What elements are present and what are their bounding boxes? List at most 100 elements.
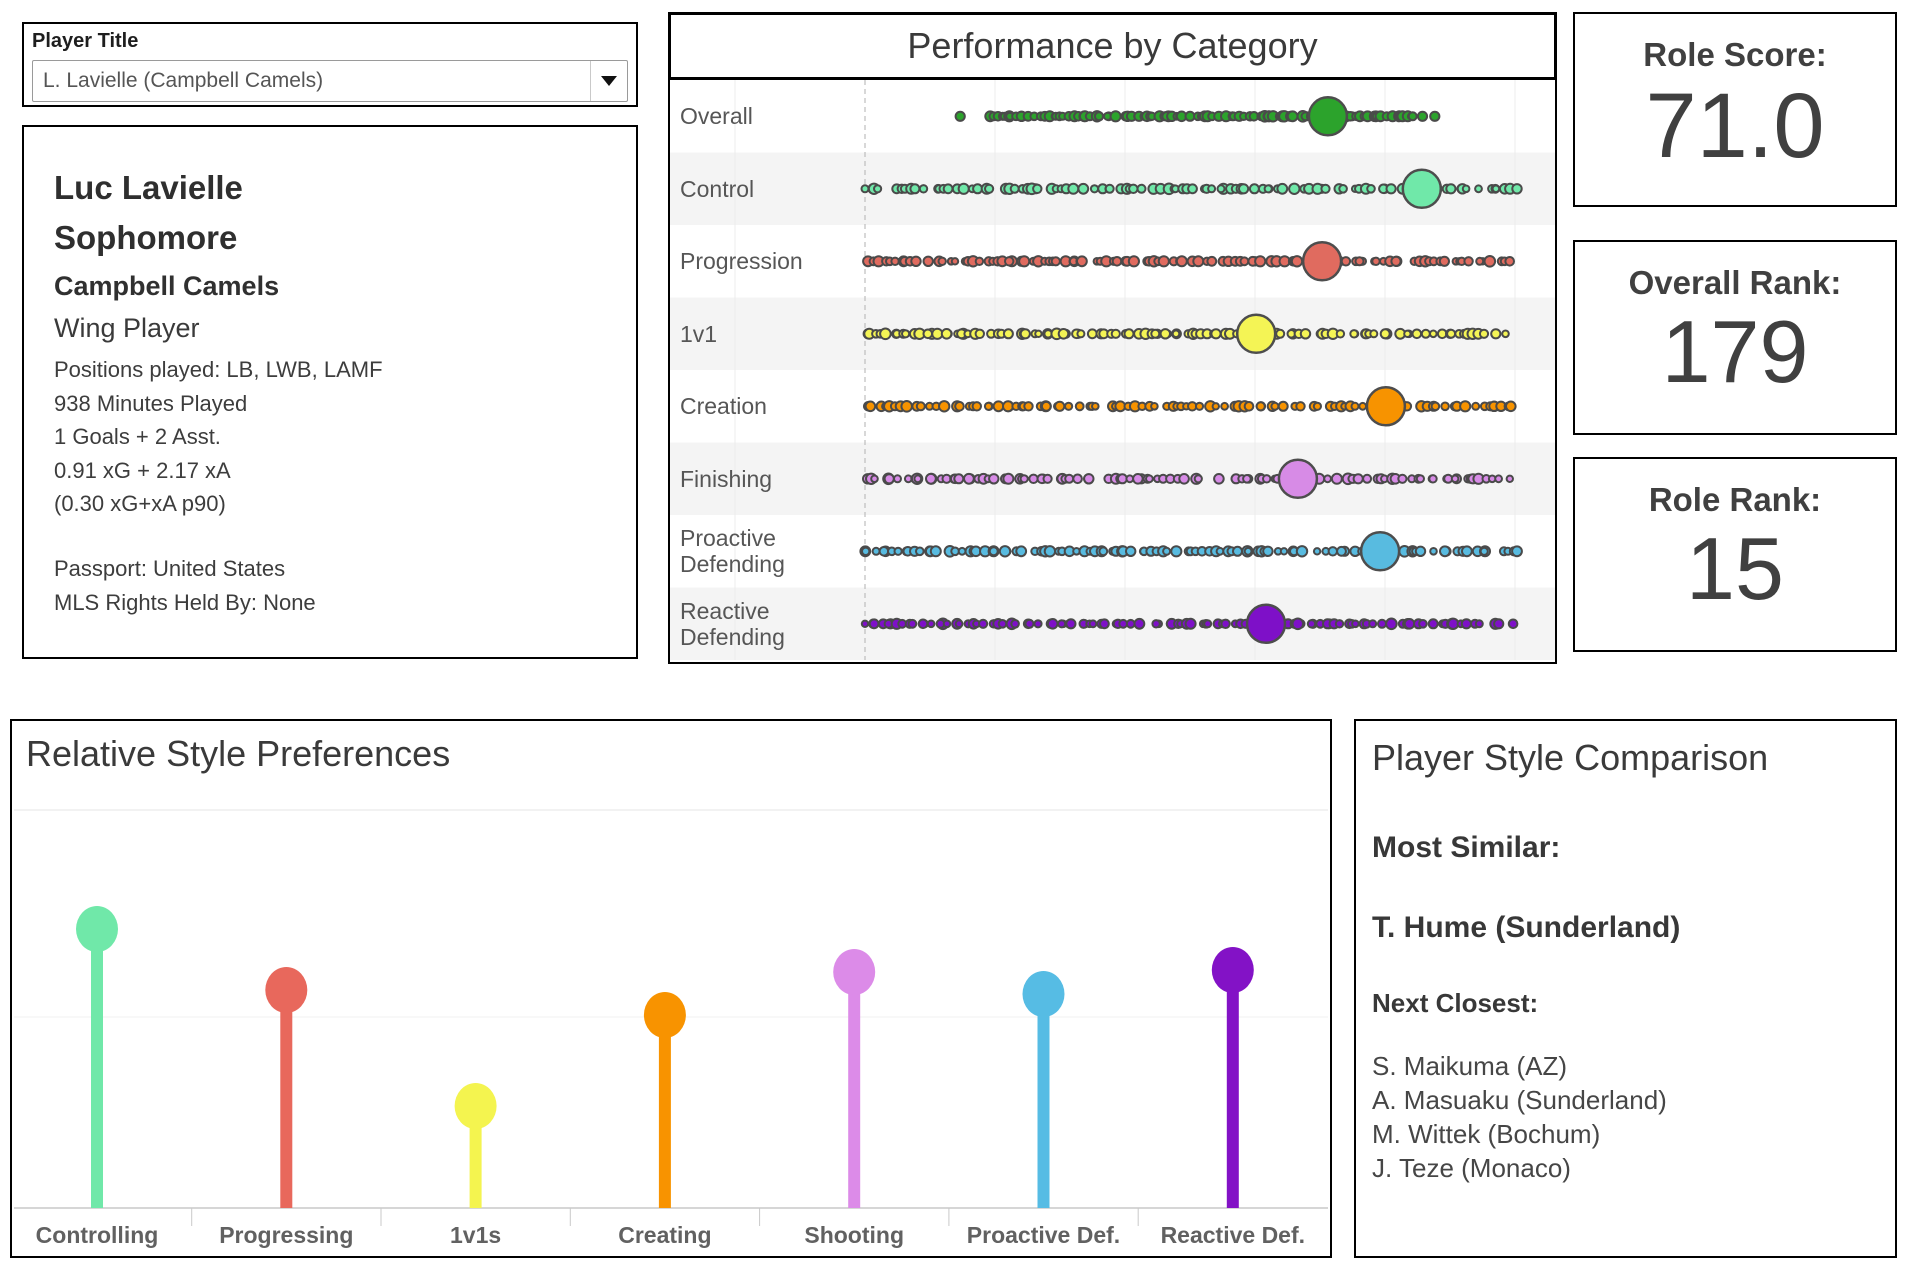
peer-dot[interactable]	[971, 401, 982, 412]
peer-dot[interactable]	[1350, 401, 1360, 411]
peer-dot[interactable]	[1019, 474, 1029, 484]
peer-dot[interactable]	[1091, 402, 1100, 411]
peer-dot[interactable]	[1050, 256, 1061, 267]
peer-dot[interactable]	[1439, 545, 1451, 558]
peer-dot[interactable]	[1407, 111, 1418, 122]
peer-dot[interactable]	[1403, 618, 1416, 630]
peer-dot[interactable]	[883, 473, 895, 485]
peer-dot[interactable]	[1511, 545, 1523, 558]
peer-dot[interactable]	[1411, 328, 1423, 340]
peer-dot[interactable]	[1330, 472, 1343, 485]
peer-dot[interactable]	[1379, 328, 1391, 340]
lollipop-stick[interactable]	[91, 929, 103, 1208]
peer-dot[interactable]	[922, 255, 934, 268]
peer-dot[interactable]	[1086, 328, 1098, 340]
peer-dot[interactable]	[1429, 547, 1438, 556]
peer-dot[interactable]	[922, 328, 934, 340]
peer-dot[interactable]	[1184, 617, 1197, 630]
peer-dot[interactable]	[1034, 329, 1043, 339]
peer-dot[interactable]	[1157, 255, 1170, 268]
peer-dot[interactable]	[1054, 400, 1066, 412]
peer-dot[interactable]	[901, 329, 911, 339]
lollipop-stick[interactable]	[280, 990, 293, 1208]
peer-dot[interactable]	[1478, 328, 1490, 339]
peer-dot[interactable]	[1170, 545, 1183, 558]
peer-dot[interactable]	[1009, 183, 1020, 194]
peer-dot[interactable]	[1132, 473, 1144, 485]
peer-dot[interactable]	[917, 618, 929, 630]
peer-dot[interactable]	[1262, 474, 1272, 484]
peer-dot[interactable]	[1490, 328, 1502, 340]
peer-dot[interactable]	[1133, 617, 1146, 630]
peer-dot[interactable]	[1162, 546, 1172, 556]
peer-dot[interactable]	[988, 473, 1000, 485]
peer-dot[interactable]	[1403, 329, 1412, 339]
peer-dot[interactable]	[1206, 255, 1218, 267]
peer-dot[interactable]	[1327, 546, 1338, 557]
peer-dot[interactable]	[1335, 329, 1346, 339]
peer-dot[interactable]	[1098, 546, 1109, 557]
player-marker-dot[interactable]	[1245, 603, 1287, 645]
peer-dot[interactable]	[1275, 328, 1286, 339]
peer-dot[interactable]	[1023, 401, 1034, 412]
peer-dot[interactable]	[1474, 184, 1483, 194]
peer-dot[interactable]	[1213, 473, 1225, 485]
peer-dot[interactable]	[1032, 183, 1043, 195]
peer-dot[interactable]	[1046, 618, 1059, 630]
peer-dot[interactable]	[1312, 401, 1323, 411]
peer-dot[interactable]	[1320, 183, 1331, 194]
peer-dot[interactable]	[1474, 619, 1484, 629]
peer-dot[interactable]	[963, 472, 975, 485]
peer-dot[interactable]	[1505, 474, 1514, 483]
peer-dot[interactable]	[1238, 183, 1250, 195]
lollipop-stick[interactable]	[469, 1106, 482, 1208]
peer-dot[interactable]	[1207, 184, 1217, 194]
peer-dot[interactable]	[890, 256, 900, 267]
peer-dot[interactable]	[1501, 329, 1510, 339]
peer-dot[interactable]	[1288, 182, 1301, 196]
peer-dot[interactable]	[984, 183, 995, 194]
peer-dot[interactable]	[1352, 473, 1364, 485]
peer-dot[interactable]	[1010, 619, 1020, 629]
peer-dot[interactable]	[1263, 184, 1273, 194]
peer-dot[interactable]	[1299, 328, 1312, 340]
peer-dot[interactable]	[1151, 619, 1161, 629]
peer-dot[interactable]	[1192, 255, 1205, 268]
peer-dot[interactable]	[1057, 619, 1067, 629]
peer-dot[interactable]	[1232, 545, 1243, 557]
peer-dot[interactable]	[1277, 400, 1289, 412]
peer-dot[interactable]	[1159, 328, 1171, 340]
peer-dot[interactable]	[1111, 256, 1123, 267]
peer-dot[interactable]	[1083, 473, 1095, 485]
peer-dot[interactable]	[942, 619, 952, 629]
peer-dot[interactable]	[1064, 473, 1075, 484]
peer-dot[interactable]	[1242, 474, 1252, 484]
peer-dot[interactable]	[1194, 401, 1205, 411]
peer-dot[interactable]	[1507, 618, 1519, 630]
peer-dot[interactable]	[1057, 328, 1070, 340]
peer-dot[interactable]	[893, 474, 902, 484]
peer-dot[interactable]	[1461, 545, 1473, 558]
peer-dot[interactable]	[957, 546, 967, 556]
player-select-dropdown[interactable]: L. Lavielle (Campbell Camels)	[32, 60, 628, 102]
peer-dot[interactable]	[1385, 617, 1398, 631]
peer-dot[interactable]	[1358, 401, 1368, 411]
peer-dot[interactable]	[1072, 473, 1083, 485]
peer-dot[interactable]	[1349, 329, 1359, 339]
peer-dot[interactable]	[1220, 618, 1231, 629]
peer-dot[interactable]	[909, 183, 921, 195]
peer-dot[interactable]	[1445, 183, 1457, 195]
peer-dot[interactable]	[1127, 255, 1140, 268]
peer-dot[interactable]	[878, 546, 890, 557]
peer-dot[interactable]	[1203, 619, 1213, 629]
peer-dot[interactable]	[1216, 184, 1226, 194]
peer-dot[interactable]	[974, 256, 985, 267]
peer-dot[interactable]	[1094, 111, 1104, 122]
peer-dot[interactable]	[1461, 184, 1471, 194]
peer-dot[interactable]	[1286, 110, 1299, 123]
peer-dot[interactable]	[938, 400, 951, 413]
peer-dot[interactable]	[1397, 473, 1408, 484]
peer-dot[interactable]	[1150, 328, 1161, 339]
peer-dot[interactable]	[1291, 617, 1305, 631]
peer-dot[interactable]	[1438, 255, 1451, 267]
